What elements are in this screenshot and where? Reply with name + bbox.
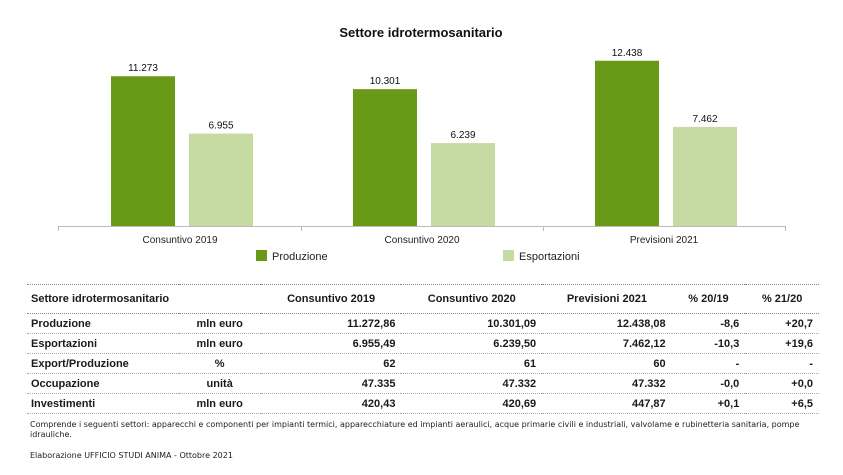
table-header-row: Settore idrotermosanitario Consuntivo 20…: [27, 284, 819, 314]
data-label: 12.438: [612, 48, 643, 59]
cell-pct-21-20: +0,0: [745, 373, 819, 394]
cell-pct-21-20: -: [745, 353, 819, 374]
cell-pct-20-19: -0,0: [671, 373, 746, 394]
cell-consuntivo-2020: 6.239,50: [401, 333, 543, 354]
header-consuntivo-2019: Consuntivo 2019: [260, 284, 402, 314]
table-row: Esportazioni mln euro 6.955,49 6.239,50 7.46…: [27, 333, 819, 354]
category-label: Consuntivo 2020: [384, 235, 459, 246]
header-pct-20-19: % 20/19: [671, 284, 746, 314]
legend-label: Produzione: [272, 251, 328, 263]
cell-pct-21-20: +20,7: [745, 313, 819, 334]
cell-consuntivo-2019: 11.272,86: [260, 313, 402, 334]
bar-esportazioni: [673, 126, 737, 226]
cell-pct-20-19: +0,1: [671, 393, 746, 414]
table-body: Produzione mln euro 11.272,86 10.301,09 12.4…: [27, 313, 819, 414]
cell-previsioni-2021: 47.332: [542, 373, 672, 394]
row-unit: mln euro: [178, 313, 261, 334]
data-label: 6.239: [450, 130, 475, 141]
legend-swatch: [503, 250, 514, 261]
row-unit: unità: [178, 373, 261, 394]
bar-produzione: [353, 89, 417, 226]
cell-pct-21-20: +6,5: [745, 393, 819, 414]
data-label: 11.273: [128, 63, 158, 74]
row-unit: mln euro: [178, 393, 261, 414]
header-consuntivo-2020: Consuntivo 2020: [401, 284, 543, 314]
cell-consuntivo-2019: 420,43: [260, 393, 402, 414]
row-label: Occupazione: [27, 373, 179, 394]
bar-chart: Settore idrotermosanitario 11.273 10.301 12…: [58, 25, 786, 263]
row-label: Produzione: [27, 313, 179, 334]
cell-consuntivo-2020: 420,69: [401, 393, 543, 414]
cell-consuntivo-2020: 47.332: [401, 373, 543, 394]
cell-consuntivo-2019: 47.335: [260, 373, 402, 394]
header-previsioni-2021: Previsioni 2021: [542, 284, 672, 314]
bar-produzione: [111, 76, 175, 227]
cell-consuntivo-2020: 61: [401, 353, 543, 374]
table-row: Export/Produzione% 62 61 60- -: [27, 353, 819, 374]
cell-consuntivo-2019: 6.955,49: [260, 333, 402, 354]
cell-previsioni-2021: 12.438,08: [542, 313, 672, 334]
row-unit: %: [178, 353, 261, 374]
legend-swatch: [256, 250, 267, 261]
source-note: Elaborazione UFFICIO STUDI ANIMA - Ottob…: [30, 451, 233, 460]
data-label: 10.301: [370, 76, 401, 87]
header-sector: Settore idrotermosanitario: [27, 284, 261, 314]
sectors-note: Comprende i seguenti settori: apparecchi…: [30, 420, 800, 439]
row-label: Export/Produzione: [27, 353, 179, 374]
category-label: Previsioni 2021: [630, 235, 699, 246]
table-row: Produzione mln euro 11.272,86 10.301,09 12.4…: [27, 313, 819, 334]
cell-consuntivo-2019: 62: [260, 353, 402, 374]
bar-esportazioni: [189, 133, 253, 226]
cell-pct-21-20: +19,6: [745, 333, 819, 354]
table-row: Investimenti mln euro 420,43 420,69 447,87 +0…: [27, 393, 819, 414]
bar-produzione: [595, 60, 659, 226]
row-unit: mln euro: [178, 333, 261, 354]
legend-label: Esportazioni: [519, 251, 580, 263]
chart-canvas: Settore idrotermosanitario 11.273 10.301 12…: [58, 25, 786, 263]
cell-pct-20-19: -: [671, 353, 746, 374]
data-label: 6.955: [208, 121, 233, 132]
category-label: Consuntivo 2019: [142, 235, 217, 246]
cell-previsioni-2021: 7.462,12: [542, 333, 672, 354]
cell-pct-20-19: -10,3: [671, 333, 746, 354]
data-table: Settore idrotermosanitario Consuntivo 20…: [27, 284, 819, 414]
cell-consuntivo-2020: 10.301,09: [401, 313, 543, 334]
data-label: 7.462: [692, 114, 717, 125]
cell-previsioni-2021: 447,87: [542, 393, 672, 414]
row-label: Esportazioni: [27, 333, 179, 354]
cell-previsioni-2021: 60: [542, 353, 672, 374]
table-row: Occupazione unità 47.335 47.332 47.332 -0,0 +0…: [27, 373, 819, 394]
bar-esportazioni: [431, 143, 495, 226]
cell-pct-20-19: -8,6: [671, 313, 746, 334]
header-pct-21-20: % 21/20: [745, 284, 819, 314]
chart-title: Settore idrotermosanitario: [339, 25, 502, 40]
row-label: Investimenti: [27, 393, 179, 414]
